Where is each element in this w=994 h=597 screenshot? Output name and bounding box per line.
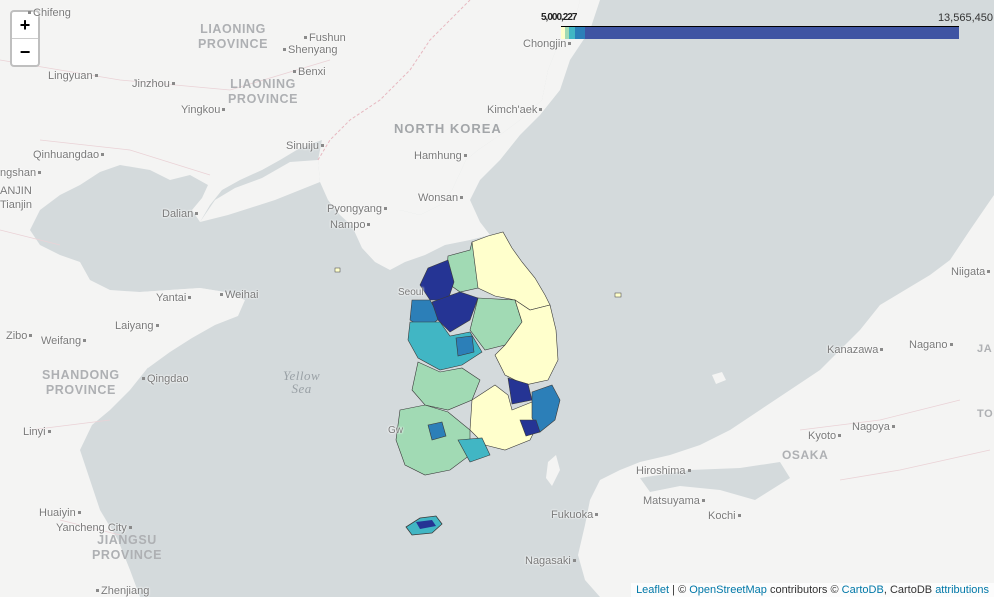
- island-tsushima: [546, 455, 560, 486]
- region-busan[interactable]: [519, 419, 541, 437]
- province-label: LIAONING PROVINCE: [228, 77, 299, 106]
- south-korea-regions[interactable]: [395, 231, 561, 476]
- region-gyeonggi-south[interactable]: [431, 291, 479, 333]
- city-label: Huaiyin: [39, 507, 83, 519]
- attribution-contributors: contributors ©: [766, 584, 842, 596]
- city-label: Lingyuan: [48, 70, 100, 82]
- city-label: Pyongyang: [327, 203, 389, 215]
- region-gyeongbuk[interactable]: [494, 299, 559, 386]
- city-label: Linyi: [23, 426, 53, 438]
- landmass-liaodong: [200, 160, 320, 222]
- city-label: Fukuoka: [551, 509, 600, 521]
- city-label: Tianjin: [0, 199, 32, 211]
- region-jeju-highlight: [416, 520, 436, 529]
- city-label: Zibo: [6, 330, 34, 342]
- city-label: Nagano: [909, 339, 955, 351]
- city-label-major: OSAKA: [782, 448, 829, 462]
- city-label: Qingdao: [140, 373, 189, 385]
- city-label: Laiyang: [115, 320, 161, 332]
- attribution-sep: | ©: [669, 584, 690, 596]
- attribution: Leaflet | © OpenStreetMap contributors ©…: [631, 583, 994, 597]
- landmass-shikoku: [650, 490, 752, 535]
- cartodb-link[interactable]: CartoDB: [841, 584, 884, 596]
- legend-seg-1: [561, 27, 565, 39]
- osm-link[interactable]: OpenStreetMap: [689, 584, 767, 596]
- region-daejeon[interactable]: [455, 335, 475, 357]
- city-label: Kimch'aek: [487, 104, 544, 116]
- city-label: ngshan: [0, 167, 43, 179]
- city-label: Kanazawa: [827, 344, 885, 356]
- sea-label: Yellow Sea: [283, 368, 321, 396]
- sea-seto: [640, 462, 790, 500]
- legend-max-label: 13,565,450: [937, 12, 993, 24]
- province-label: LIAONING PROVINCE: [198, 22, 269, 51]
- province-label: JA: [977, 343, 993, 355]
- city-label: Nagasaki: [525, 555, 578, 567]
- landmass-china: [0, 0, 580, 597]
- city-label: Nampo: [330, 219, 372, 231]
- city-label: Benxi: [291, 66, 326, 78]
- zoom-control: + −: [10, 10, 40, 67]
- legend-seg-2: [565, 27, 569, 39]
- city-label: Wonsan: [418, 192, 465, 204]
- city-label: Kochi: [708, 510, 743, 522]
- city-label: Kyoto: [808, 430, 843, 442]
- city-label: Jinzhou: [132, 78, 177, 90]
- leaflet-link[interactable]: Leaflet: [636, 584, 670, 596]
- city-label: Niigata: [951, 266, 992, 278]
- zoom-in-button[interactable]: +: [12, 12, 38, 39]
- city-label: Matsuyama: [643, 495, 707, 507]
- city-label: Gw: [388, 425, 403, 436]
- city-label: Weihai: [218, 289, 258, 301]
- city-label: Yingkou: [181, 104, 227, 116]
- islet: [334, 267, 341, 273]
- city-label: Chifeng: [26, 7, 71, 19]
- city-label: Hamhung: [414, 150, 469, 162]
- region-gwangju[interactable]: [427, 421, 447, 441]
- landmass-shandong: [132, 288, 245, 368]
- province-label: JIANGSU PROVINCE: [92, 533, 163, 562]
- legend: 5,000,227 13,565,450: [541, 12, 993, 42]
- city-label: Chongjin: [523, 38, 573, 50]
- region-gangwon[interactable]: [469, 231, 551, 311]
- city-label: Dalian: [162, 208, 200, 220]
- city-label: Weifang: [41, 335, 88, 347]
- city-label: Seoul: [398, 287, 424, 298]
- zoom-out-button[interactable]: −: [19, 42, 31, 62]
- city-label: Hiroshima: [636, 465, 693, 477]
- city-label: Qinhuangdao: [33, 149, 106, 161]
- attribution-cartodb-text: , CartoDB: [883, 584, 936, 596]
- legend-seg-3: [569, 27, 575, 39]
- legend-seg-4: [575, 27, 585, 39]
- province-label: TOK: [977, 408, 994, 420]
- region-chungnam[interactable]: [407, 321, 483, 371]
- city-label: Fushun: [302, 32, 346, 44]
- city-label: Sinuiju: [286, 140, 326, 152]
- city-label: Zhenjiang: [94, 585, 149, 597]
- attributions-link[interactable]: attributions: [935, 584, 989, 596]
- city-label: Shenyang: [281, 44, 338, 56]
- legend-color-bar: [561, 26, 959, 39]
- city-label: Yancheng City: [56, 522, 134, 534]
- island-oki: [712, 372, 726, 384]
- region-ulsan-busan[interactable]: [531, 384, 561, 433]
- city-label: Yantai: [156, 292, 193, 304]
- city-label: Nagoya: [852, 421, 897, 433]
- province-label: SHANDONG PROVINCE: [42, 368, 120, 397]
- city-label: ANJIN: [0, 185, 32, 197]
- region-south-coast[interactable]: [457, 437, 491, 463]
- islet: [614, 292, 622, 298]
- country-label: NORTH KOREA: [394, 121, 502, 136]
- legend-min-label: 5,000,227: [541, 12, 577, 23]
- border-admin: [0, 59, 991, 536]
